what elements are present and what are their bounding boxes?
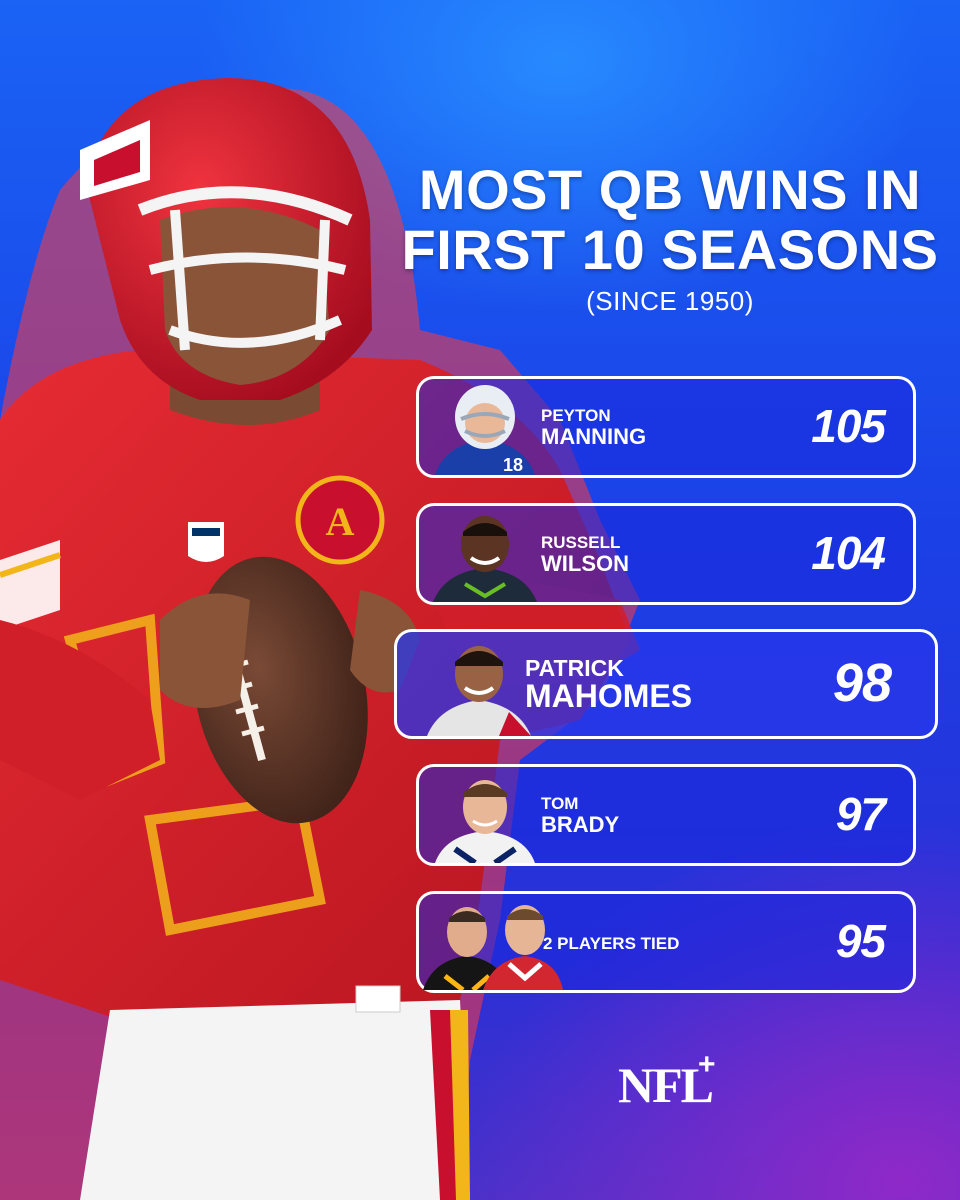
- team-patch-icon: [295, 475, 385, 565]
- ranking-card-1: 18 PEYTON MANNING 105: [416, 376, 916, 478]
- subtitle: (SINCE 1950): [586, 286, 754, 316]
- player-name: PATRICK MAHOMES: [525, 655, 693, 715]
- player-headshot-pair: [423, 905, 563, 990]
- player-name: TOM BRADY: [541, 794, 620, 837]
- svg-text:A: A: [326, 499, 355, 544]
- wins-value: 105: [811, 400, 886, 452]
- player-headshot: [427, 646, 531, 736]
- player-name: PEYTON MANNING: [541, 406, 647, 449]
- player-headshot: 18: [435, 385, 535, 475]
- player-name: RUSSELL WILSON: [541, 533, 629, 576]
- title-line-1: MOST QB WINS IN: [418, 158, 922, 221]
- nfl-plus-logo: NFL +: [618, 1048, 716, 1113]
- wins-value: 98: [832, 653, 892, 713]
- ranking-card-5: 2 PLAYERS TIED 95: [416, 891, 916, 993]
- ranking-card-3: PATRICK MAHOMES 98: [394, 629, 938, 739]
- title-line-2: FIRST 10 SEASONS: [401, 217, 939, 281]
- ranking-card-4: TOM BRADY 97: [416, 764, 916, 866]
- wins-value: 104: [811, 527, 886, 579]
- tied-label: 2 PLAYERS TIED: [543, 934, 680, 953]
- player-headshot: [433, 516, 537, 602]
- wins-value: 95: [835, 915, 886, 967]
- svg-text:18: 18: [503, 455, 523, 475]
- svg-text:+: +: [698, 1048, 716, 1081]
- svg-text:NFL: NFL: [618, 1057, 713, 1113]
- ranking-card-2: RUSSELL WILSON 104: [416, 503, 916, 605]
- player-headshot: [435, 780, 535, 863]
- page-title: MOST QB WINS IN FIRST 10 SEASONS: [380, 160, 960, 280]
- wins-value: 97: [835, 788, 886, 840]
